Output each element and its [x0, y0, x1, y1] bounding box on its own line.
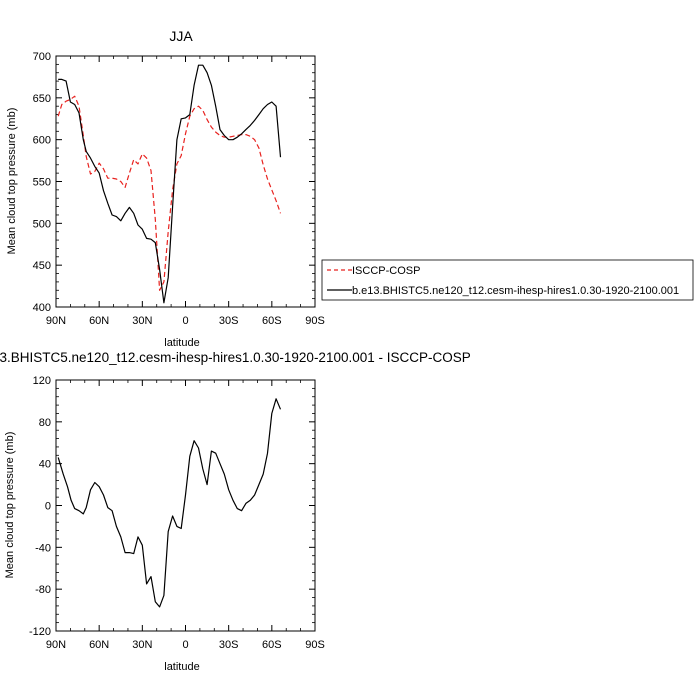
top-x-tick-label: 30S	[219, 315, 239, 327]
bottom-x-tick-label: 30N	[132, 639, 152, 651]
bottom-y-tick-label: -80	[35, 584, 51, 596]
top-y-tick-label: 500	[33, 218, 51, 230]
top-panel: JJA Mean cloud top pressure (mb) latitud…	[6, 28, 325, 349]
bottom-y-axis-label: Mean cloud top pressure (mb)	[4, 432, 16, 579]
bottom-y-tick-label: 40	[39, 459, 51, 471]
bottom-plot-frame	[55, 379, 316, 632]
top-y-tick-label: 700	[33, 51, 51, 63]
top-plot-frame	[55, 55, 316, 308]
top-y-tick-label: 650	[33, 93, 51, 105]
top-x-tick-label: 60S	[262, 315, 282, 327]
top-y-tick-label: 450	[33, 260, 51, 272]
top-x-tick-label: 60N	[89, 315, 109, 327]
bottom-x-tick-label: 0	[182, 639, 188, 651]
top-x-tick-label: 0	[182, 315, 188, 327]
legend: ISCCP-COSP b.e13.BHISTC5.ne120_t12.cesm-…	[321, 259, 694, 301]
bottom-x-tick-label: 30S	[219, 639, 239, 651]
top-y-axis-label: Mean cloud top pressure (mb)	[6, 108, 18, 255]
bottom-x-tick-label: 90S	[305, 639, 325, 651]
bottom-y-tick-label: -40	[35, 542, 51, 554]
top-y-tick-label: 550	[33, 177, 51, 189]
bottom-x-tick-label: 90N	[46, 639, 66, 651]
legend-label-model: b.e13.BHISTC5.ne120_t12.cesm-ihesp-hires…	[352, 285, 679, 297]
top-x-tick-label: 90N	[46, 315, 66, 327]
top-chart-title: JJA	[169, 28, 193, 44]
bottom-chart-title: b.e13.BHISTC5.ne120_t12.cesm-ihesp-hires…	[0, 350, 471, 365]
legend-box	[321, 259, 694, 301]
bottom-series-line-0	[57, 398, 282, 608]
top-y-tick-label: 400	[33, 302, 51, 314]
bottom-y-tick-label: 80	[39, 417, 51, 429]
bottom-y-tick-label: 0	[45, 501, 51, 513]
top-x-tick-label: 90S	[305, 315, 325, 327]
bottom-panel: b.e13.BHISTC5.ne120_t12.cesm-ihesp-hires…	[0, 350, 471, 673]
top-x-axis-label: latitude	[164, 337, 199, 349]
bottom-x-axis-label: latitude	[164, 661, 199, 673]
top-x-tick-label: 30N	[132, 315, 152, 327]
bottom-y-tick-label: 120	[33, 375, 51, 387]
top-y-tick-label: 600	[33, 135, 51, 147]
bottom-x-tick-label: 60S	[262, 639, 282, 651]
top-series-line-1	[58, 64, 282, 304]
legend-label-isccp: ISCCP-COSP	[352, 265, 420, 277]
bottom-y-tick-label: -120	[29, 626, 51, 638]
bottom-x-tick-label: 60N	[89, 639, 109, 651]
